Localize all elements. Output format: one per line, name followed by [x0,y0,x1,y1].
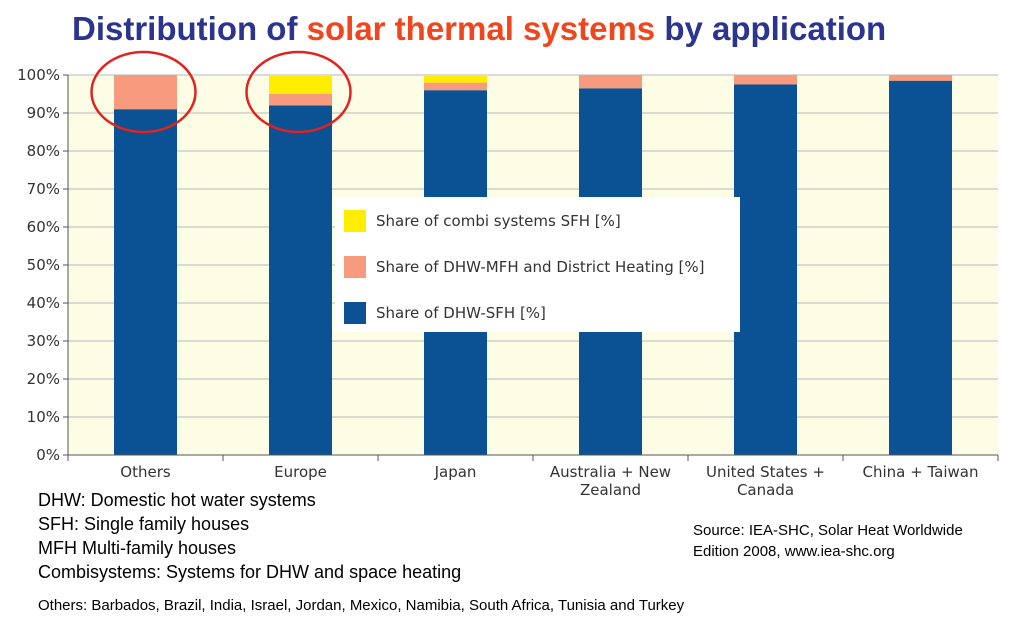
legend-label: Share of combi systems SFH [%] [376,212,621,230]
source-citation: Source: IEA-SHC, Solar Heat Worldwide Ed… [693,520,963,562]
bar-segment [579,75,642,89]
title-part-1: Distribution of [72,10,307,47]
others-footnote: Others: Barbados, Brazil, India, Israel,… [38,597,685,614]
y-tick-label: 0% [36,446,60,464]
legend-box [335,197,740,332]
x-category-label: Europe [274,463,327,481]
y-axis-labels: 0% 10% 20% 30% 40% 50% 60% 70% 80% 90% 100% [17,66,60,464]
title-accent: solar thermal systems [306,10,656,47]
note-combi: Combisystems: Systems for DHW and space … [38,562,462,582]
y-tick-label: 10% [27,408,60,426]
source-line-1: Source: IEA-SHC, Solar Heat Worldwide [693,522,963,539]
legend-swatch [344,210,366,232]
bar-segment [269,75,332,94]
note-dhw: DHW: Domestic hot water systems [38,490,316,510]
legend-swatch [344,302,366,324]
x-category-label: Australia + New Zealand [550,463,671,499]
y-tick-label: 70% [27,180,60,198]
note-mfh: MFH Multi-family houses [38,538,237,558]
x-category-label: Japan [434,463,477,481]
x-category-label-line: China + Taiwan [863,463,979,481]
y-tick-label: 60% [27,218,60,236]
bar-segment [114,109,177,455]
source-line-2: Edition 2008, www.iea-shc.org [693,543,895,560]
abbreviation-notes: DHW: Domestic hot water systems SFH: Sin… [38,488,461,584]
x-category-label-line: Australia + New [550,463,671,481]
y-tick-label: 20% [27,370,60,388]
stacked-bar-chart: 0% 10% 20% 30% 40% 50% 60% 70% 80% 90% 100% Others… [17,50,999,499]
x-category-label-line: Japan [434,463,477,481]
bar-segment [734,84,797,455]
axes [67,75,999,461]
x-category-label-line: Canada [737,481,794,499]
title-part-3: by application [655,10,887,47]
x-category-label-line: Zealand [580,481,641,499]
bar-segment [734,75,797,85]
note-sfh: SFH: Single family houses [38,514,250,534]
y-tick-label: 90% [27,104,60,122]
y-tick-label: 30% [27,332,60,350]
bar-segment [269,94,332,106]
y-tick-label: 50% [27,256,60,274]
x-category-label: United States + Canada [706,463,825,499]
bar-segment [889,75,952,81]
bar-segment [114,75,177,110]
x-axis-labels: Others Europe Japan Australia + New Zealand U… [120,463,978,499]
y-tick-label: 40% [27,294,60,312]
x-category-label-line: Others [120,463,171,481]
highlight-circle [90,50,197,134]
bar-segment [424,82,487,91]
x-category-label: Others [120,463,171,481]
legend: Share of combi systems SFH [%] Share of D… [335,197,740,332]
x-category-label: China + Taiwan [863,463,979,481]
bar-segment [424,75,487,83]
page-title: Distribution of solar thermal systems by… [72,10,886,48]
y-tick-label: 80% [27,142,60,160]
highlight-circle [245,50,352,134]
bar-segment [269,105,332,456]
y-tick-label: 100% [17,66,60,84]
x-category-label-line: United States + [706,463,825,481]
legend-label: Share of DHW-MFH and District Heating [%… [376,258,705,276]
x-category-label-line: Europe [274,463,327,481]
legend-label: Share of DHW-SFH [%] [376,304,546,322]
bars [114,75,952,456]
bar-segment [889,80,952,455]
legend-swatch [344,256,366,278]
highlight-circles [90,50,352,134]
